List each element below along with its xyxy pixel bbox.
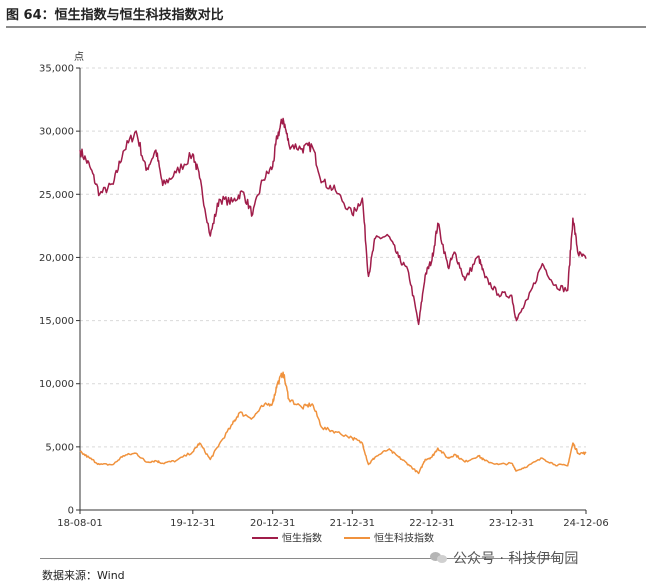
y-unit-label: 点 <box>74 51 84 63</box>
x-tick-label: 23-12-31 <box>489 518 534 529</box>
axes: 0 5,000 10,000 15,000 20,000 25,000 30,000 35,0… <box>39 64 609 530</box>
figure-title: 图 64：恒生指数与恒生科技指数对比 <box>6 8 224 23</box>
y-tick-label: 30,000 <box>39 127 74 138</box>
series-line-hstech <box>79 371 587 475</box>
watermark: 公众号 · 科技伊甸园 <box>430 548 578 568</box>
grid-lines <box>80 67 586 448</box>
title-divider <box>6 26 646 28</box>
series-line-hsi <box>79 117 587 326</box>
source-note: 数据来源：Wind <box>42 569 125 582</box>
y-tick-label: 0 <box>68 506 74 517</box>
footer-divider <box>40 558 560 559</box>
y-tick-label: 5,000 <box>45 442 74 453</box>
legend: 恒生指数 恒生科技指数 <box>252 532 434 545</box>
x-tick-label: 19-12-31 <box>170 518 215 529</box>
y-tick-label: 35,000 <box>39 64 74 75</box>
watermark-text: 公众号 · 科技伊甸园 <box>453 551 579 567</box>
line-chart: 点 0 5,000 10,000 15,000 20,000 25,000 30,000 35… <box>39 51 609 545</box>
y-tick-label: 10,000 <box>39 379 74 390</box>
x-tick-label: 24-12-06 <box>563 518 608 529</box>
wechat-icon <box>430 551 448 565</box>
x-tick-label: 21-12-31 <box>330 518 375 529</box>
x-tick-label: 20-12-31 <box>250 518 295 529</box>
x-tick-label: 22-12-31 <box>409 518 454 529</box>
series-lines <box>79 117 587 475</box>
x-tick-label: 18-08-01 <box>57 518 102 529</box>
y-tick-label: 15,000 <box>39 316 74 327</box>
legend-label: 恒生指数 <box>282 532 322 545</box>
y-tick-label: 20,000 <box>39 253 74 264</box>
y-tick-label: 25,000 <box>39 190 74 201</box>
legend-label: 恒生科技指数 <box>374 532 434 545</box>
